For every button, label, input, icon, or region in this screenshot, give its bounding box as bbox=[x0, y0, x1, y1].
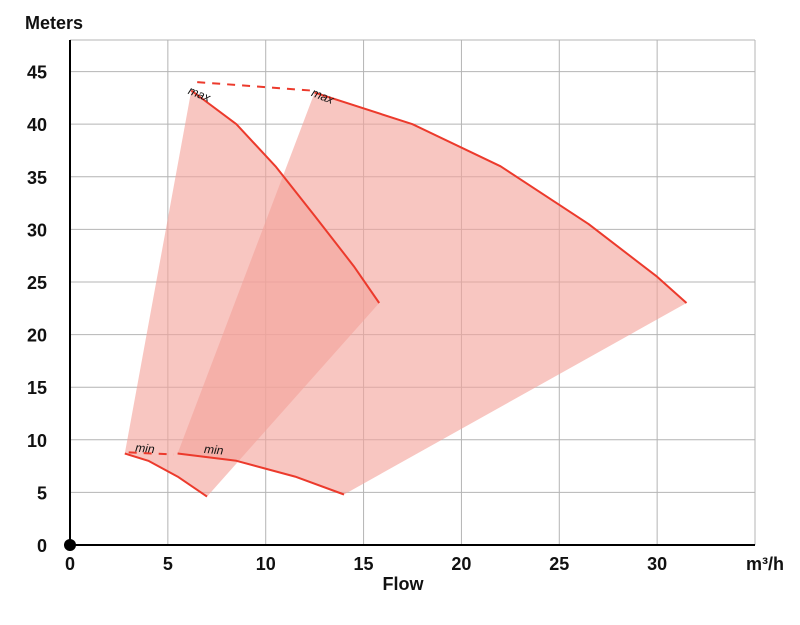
y-tick-label: 45 bbox=[27, 63, 47, 83]
tick-labels: 0 5 10 15 20 25 30 0 5 10 15 20 25 30 35 40 45 bbox=[27, 63, 667, 574]
pump-2-max-curve bbox=[314, 91, 688, 304]
origin-marker bbox=[64, 539, 76, 551]
pump-2-min-label: min bbox=[203, 442, 224, 458]
pump-1-min-curve bbox=[124, 452, 208, 498]
x-tick-label: 25 bbox=[549, 554, 569, 574]
dashed-link-1 bbox=[197, 81, 311, 92]
pump-regions bbox=[124, 90, 687, 497]
x-tick-label: 15 bbox=[354, 554, 374, 574]
y-tick-label: 25 bbox=[27, 273, 47, 293]
dashed-link-2 bbox=[128, 451, 174, 456]
y-axis-title: Meters bbox=[25, 13, 83, 33]
y-tick-label: 15 bbox=[27, 378, 47, 398]
x-tick-label: 10 bbox=[256, 554, 276, 574]
y-tick-label: 0 bbox=[37, 536, 47, 556]
y-tick-label: 40 bbox=[27, 115, 47, 135]
x-axis-title: Flow bbox=[383, 574, 425, 594]
pump-2-min-curve bbox=[177, 452, 345, 496]
pump-1-min-label: min bbox=[135, 441, 156, 457]
x-tick-label: 30 bbox=[647, 554, 667, 574]
x-tick-label: 20 bbox=[451, 554, 471, 574]
pump-region-2 bbox=[177, 92, 687, 495]
y-tick-label: 35 bbox=[27, 168, 47, 188]
x-tick-label: 0 bbox=[65, 554, 75, 574]
y-tick-label: 10 bbox=[27, 431, 47, 451]
y-tick-label: 30 bbox=[27, 220, 47, 240]
pump-1-max-curve bbox=[190, 89, 381, 304]
y-tick-label: 20 bbox=[27, 326, 47, 346]
y-tick-label: 5 bbox=[37, 483, 47, 503]
axes bbox=[64, 40, 755, 551]
x-axis-unit: m³/h bbox=[746, 554, 784, 574]
x-tick-label: 5 bbox=[163, 554, 173, 574]
